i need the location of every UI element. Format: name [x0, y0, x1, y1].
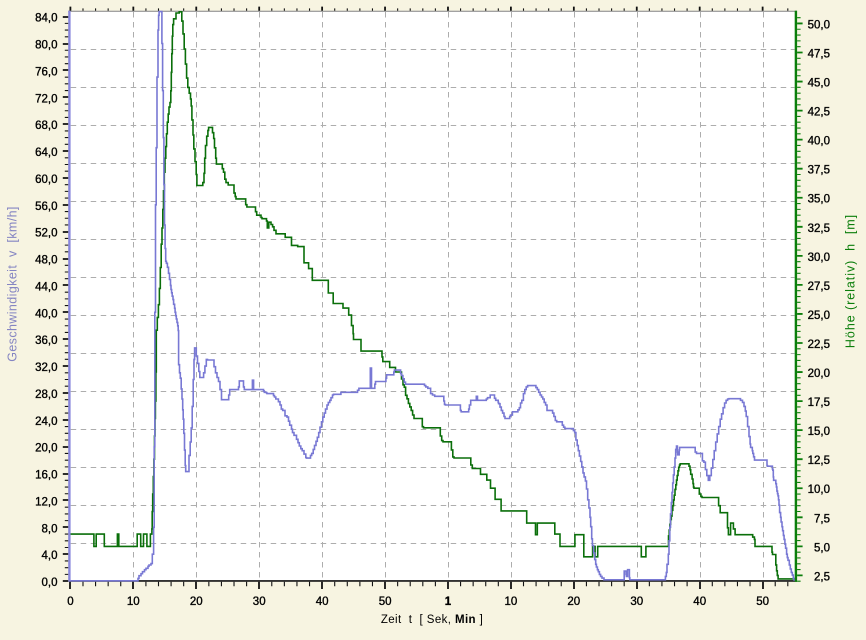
svg-text:20: 20: [567, 596, 580, 608]
svg-text:40,0: 40,0: [35, 308, 57, 320]
svg-text:Zeit t [ Sek, Min ]: Zeit t [ Sek, Min ]: [381, 614, 483, 626]
svg-text:Geschwindigkeit v [km/h]: Geschwindigkeit v [km/h]: [6, 206, 20, 362]
svg-text:0,0: 0,0: [42, 577, 58, 589]
svg-text:4,0: 4,0: [42, 550, 58, 562]
svg-text:28,0: 28,0: [35, 389, 57, 401]
svg-text:32,0: 32,0: [35, 362, 57, 374]
svg-text:50,0: 50,0: [808, 19, 830, 31]
svg-text:16,0: 16,0: [35, 470, 57, 482]
svg-text:50: 50: [756, 596, 769, 608]
svg-text:0: 0: [67, 596, 73, 608]
svg-text:10,0: 10,0: [808, 484, 830, 496]
svg-text:45,0: 45,0: [808, 78, 830, 90]
svg-text:5,0: 5,0: [814, 542, 830, 554]
svg-text:2,5: 2,5: [814, 571, 830, 583]
svg-text:50: 50: [379, 596, 392, 608]
svg-text:12,5: 12,5: [808, 455, 830, 467]
svg-text:52,0: 52,0: [35, 228, 57, 240]
svg-text:32,5: 32,5: [808, 223, 830, 235]
svg-text:40: 40: [693, 596, 706, 608]
svg-text:22,5: 22,5: [808, 339, 830, 351]
svg-text:1: 1: [445, 596, 452, 608]
svg-text:42,5: 42,5: [808, 107, 830, 119]
svg-text:36,0: 36,0: [35, 335, 57, 347]
svg-text:35,0: 35,0: [808, 194, 830, 206]
svg-text:68,0: 68,0: [35, 120, 57, 132]
svg-text:64,0: 64,0: [35, 147, 57, 159]
svg-text:76,0: 76,0: [35, 66, 57, 78]
svg-text:15,0: 15,0: [808, 426, 830, 438]
svg-text:84,0: 84,0: [35, 13, 57, 25]
svg-text:47,5: 47,5: [808, 49, 830, 61]
svg-text:25,0: 25,0: [808, 310, 830, 322]
svg-text:12,0: 12,0: [35, 497, 57, 509]
svg-text:10: 10: [127, 596, 140, 608]
svg-text:40: 40: [316, 596, 329, 608]
svg-text:8,0: 8,0: [42, 523, 58, 535]
svg-text:27,5: 27,5: [808, 281, 830, 293]
svg-text:24,0: 24,0: [35, 416, 57, 428]
svg-text:20,0: 20,0: [35, 443, 57, 455]
svg-text:30: 30: [630, 596, 643, 608]
svg-text:44,0: 44,0: [35, 281, 57, 293]
svg-text:30: 30: [253, 596, 266, 608]
svg-text:30,0: 30,0: [808, 252, 830, 264]
svg-text:Höhe (relativ) h [m]: Höhe (relativ) h [m]: [844, 214, 858, 348]
svg-text:60,0: 60,0: [35, 174, 57, 186]
svg-text:7,5: 7,5: [814, 513, 830, 525]
svg-text:17,5: 17,5: [808, 397, 830, 409]
svg-text:20,0: 20,0: [808, 368, 830, 380]
svg-text:40,0: 40,0: [808, 136, 830, 148]
svg-text:72,0: 72,0: [35, 93, 57, 105]
svg-text:80,0: 80,0: [35, 40, 57, 52]
svg-text:20: 20: [190, 596, 203, 608]
svg-text:37,5: 37,5: [808, 165, 830, 177]
svg-text:48,0: 48,0: [35, 255, 57, 267]
svg-text:10: 10: [505, 596, 518, 608]
svg-text:56,0: 56,0: [35, 201, 57, 213]
